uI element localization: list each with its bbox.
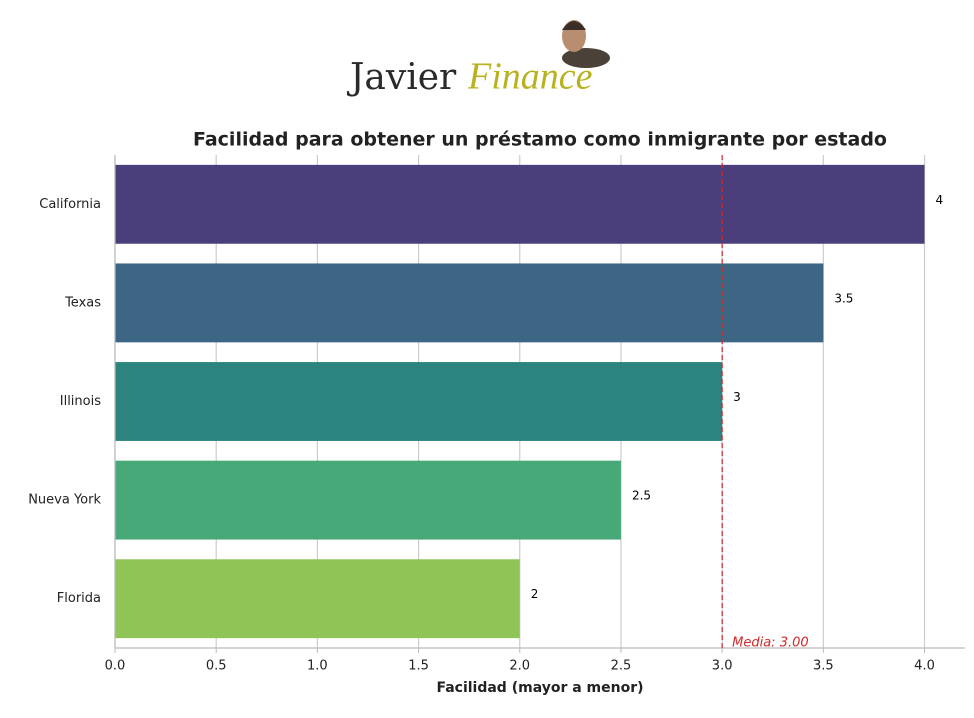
x-tick-label: 4.0 bbox=[914, 659, 935, 674]
x-tick-label: 3.5 bbox=[813, 659, 834, 674]
x-tick-label: 0.5 bbox=[206, 659, 227, 674]
y-tick-label: Texas bbox=[64, 295, 101, 310]
logo-photo bbox=[562, 21, 586, 30]
value-label: 2.5 bbox=[632, 489, 651, 503]
value-label: 4 bbox=[936, 193, 944, 207]
x-tick-label: 2.0 bbox=[509, 659, 530, 674]
bar bbox=[115, 362, 723, 441]
bar bbox=[115, 559, 520, 639]
x-tick-label: 2.5 bbox=[611, 659, 632, 674]
mean-label: Media: 3.00 bbox=[732, 636, 809, 651]
value-label: 2 bbox=[531, 587, 539, 601]
logo: Javier Finance bbox=[346, 20, 610, 98]
x-tick-label: 1.0 bbox=[307, 659, 328, 674]
y-tick-label: Illinois bbox=[60, 394, 101, 409]
logo-text: Finance bbox=[467, 56, 593, 98]
bar bbox=[115, 164, 925, 244]
x-axis-label: Facilidad (mayor a menor) bbox=[436, 680, 643, 696]
value-label: 3 bbox=[733, 390, 741, 404]
y-tick-label: California bbox=[39, 197, 101, 212]
bar bbox=[115, 263, 824, 343]
value-label: 3.5 bbox=[834, 291, 853, 305]
logo-text: Javier bbox=[346, 57, 457, 98]
y-tick-label: Nueva York bbox=[28, 493, 101, 508]
x-tick-label: 0.0 bbox=[105, 659, 126, 674]
x-tick-label: 1.5 bbox=[408, 659, 429, 674]
y-tick-label: Florida bbox=[57, 591, 101, 606]
x-tick-label: 3.0 bbox=[712, 659, 733, 674]
logo-photo bbox=[562, 48, 610, 68]
bar bbox=[115, 460, 621, 540]
chart-title: Facilidad para obtener un préstamo como … bbox=[193, 129, 887, 151]
